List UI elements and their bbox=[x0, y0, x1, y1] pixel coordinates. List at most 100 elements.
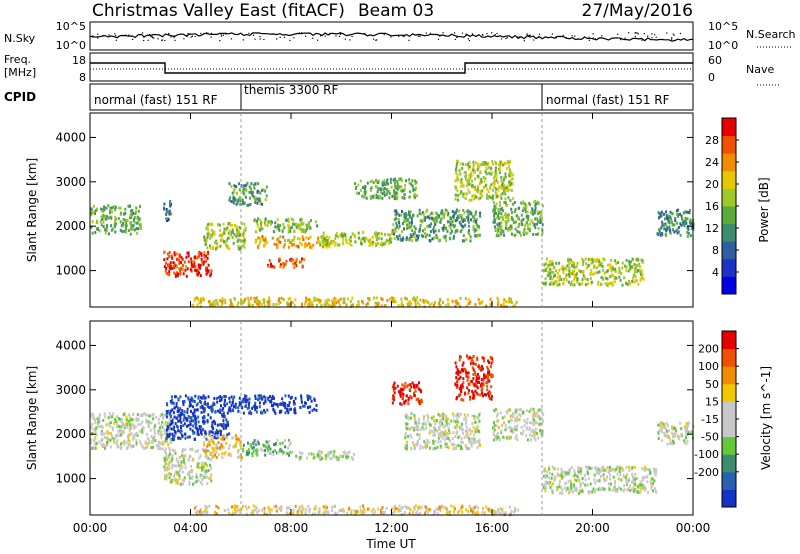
data-cell bbox=[203, 235, 206, 239]
data-cell bbox=[449, 227, 452, 230]
data-cell bbox=[406, 297, 408, 301]
data-cell bbox=[183, 476, 186, 480]
data-cell bbox=[317, 237, 319, 241]
data-cell bbox=[179, 271, 182, 275]
data-cell bbox=[237, 230, 240, 234]
data-cell bbox=[401, 179, 404, 183]
data-cell bbox=[533, 414, 536, 418]
data-cell bbox=[130, 227, 133, 231]
data-cell bbox=[579, 270, 582, 273]
data-cell bbox=[309, 245, 312, 249]
data-cell bbox=[180, 420, 183, 424]
data-cell bbox=[155, 415, 158, 419]
data-cell bbox=[546, 266, 549, 270]
data-cell bbox=[254, 196, 257, 200]
data-cell bbox=[575, 479, 578, 483]
data-cell bbox=[105, 423, 108, 427]
data-cell bbox=[147, 423, 150, 427]
data-cell bbox=[538, 211, 541, 215]
data-cell bbox=[300, 229, 303, 233]
data-cell bbox=[413, 192, 416, 196]
nsearch-point bbox=[174, 39, 176, 41]
data-cell bbox=[230, 200, 233, 204]
data-cell bbox=[225, 441, 228, 445]
data-cell bbox=[262, 401, 265, 405]
data-cell bbox=[633, 275, 636, 279]
data-cell bbox=[665, 214, 668, 218]
data-cell bbox=[424, 442, 427, 446]
data-cell bbox=[302, 238, 305, 241]
data-cell bbox=[132, 423, 135, 427]
data-cell bbox=[603, 258, 606, 262]
data-cell bbox=[226, 226, 229, 230]
data-cell bbox=[407, 427, 410, 431]
data-cell bbox=[507, 216, 509, 220]
data-cell bbox=[455, 376, 458, 380]
data-cell bbox=[210, 269, 213, 273]
data-cell bbox=[184, 432, 187, 436]
data-cell bbox=[489, 355, 492, 359]
data-cell bbox=[665, 216, 668, 220]
data-cell bbox=[441, 301, 444, 304]
data-cell bbox=[161, 425, 164, 429]
data-cell bbox=[168, 426, 171, 430]
data-cell bbox=[481, 162, 484, 166]
data-cell bbox=[165, 477, 168, 481]
data-cell bbox=[174, 477, 177, 481]
data-cell bbox=[594, 271, 597, 275]
data-cell bbox=[134, 211, 137, 215]
data-cell bbox=[410, 216, 413, 220]
data-cell bbox=[256, 302, 259, 306]
data-cell bbox=[307, 452, 310, 456]
nsearch-point bbox=[272, 33, 274, 35]
data-cell bbox=[466, 447, 469, 450]
data-cell bbox=[439, 414, 442, 418]
data-cell bbox=[461, 384, 464, 387]
data-cell bbox=[271, 236, 274, 240]
data-cell bbox=[482, 394, 484, 398]
data-cell bbox=[452, 214, 455, 218]
data-cell bbox=[455, 365, 458, 369]
data-cell bbox=[179, 395, 182, 399]
data-cell bbox=[679, 212, 681, 216]
data-cell bbox=[469, 239, 472, 243]
data-cell bbox=[230, 231, 233, 235]
data-cell bbox=[197, 420, 200, 424]
data-cell bbox=[434, 223, 437, 226]
data-cell bbox=[684, 219, 687, 223]
data-cell bbox=[496, 296, 499, 300]
data-cell bbox=[201, 463, 204, 467]
data-cell bbox=[221, 296, 224, 300]
data-cell bbox=[409, 433, 412, 437]
data-cell bbox=[532, 221, 534, 225]
data-cell bbox=[327, 239, 330, 242]
data-cell bbox=[535, 217, 538, 221]
data-cell bbox=[235, 234, 238, 238]
data-cell bbox=[178, 436, 181, 440]
nsearch-point bbox=[151, 36, 153, 38]
data-cell bbox=[510, 226, 513, 230]
data-cell bbox=[181, 268, 184, 271]
data-cell bbox=[218, 223, 221, 227]
data-cell bbox=[187, 254, 190, 258]
data-cell bbox=[525, 434, 528, 438]
data-cell bbox=[572, 269, 574, 273]
data-cell bbox=[208, 222, 211, 226]
data-cell bbox=[475, 195, 478, 199]
data-cell bbox=[467, 216, 470, 220]
data-cell bbox=[247, 299, 250, 303]
data-cell bbox=[104, 436, 107, 439]
data-cell bbox=[530, 421, 533, 425]
data-cell bbox=[254, 198, 257, 202]
data-cell bbox=[294, 408, 297, 412]
data-cell bbox=[415, 234, 418, 238]
data-cell bbox=[198, 254, 200, 258]
data-cell bbox=[535, 233, 538, 236]
data-cell bbox=[501, 192, 504, 195]
data-cell bbox=[265, 185, 268, 189]
data-cell bbox=[464, 392, 467, 396]
data-cell bbox=[329, 450, 332, 454]
data-cell bbox=[164, 269, 167, 273]
data-cell bbox=[317, 450, 320, 454]
data-cell bbox=[93, 438, 96, 442]
